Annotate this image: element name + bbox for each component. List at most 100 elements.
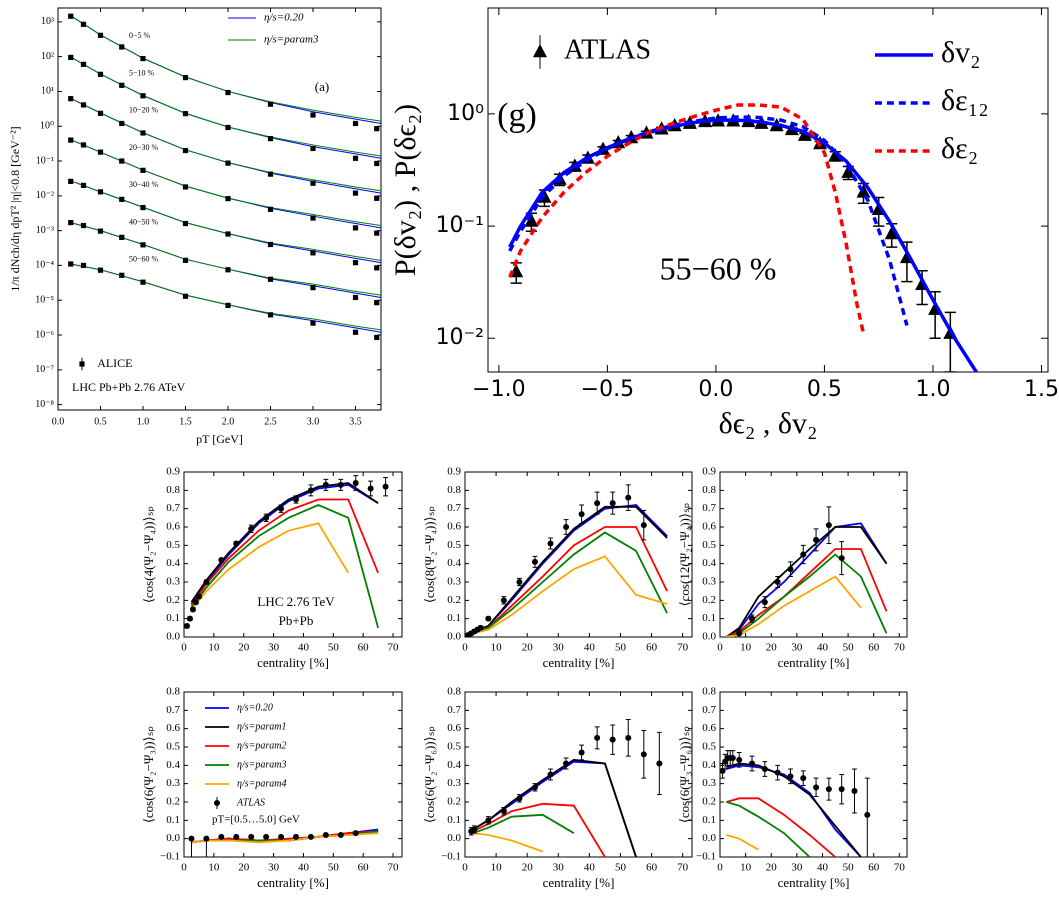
x-tick-label: 0 [181,862,187,874]
y-tick-label: 0.3 [166,777,180,789]
marker [524,213,539,227]
y-tick-label: 0.8 [702,686,716,698]
y-tick-label: 10⁻⁵ [35,295,54,306]
marker [68,13,74,19]
marker [182,257,189,263]
line [472,531,668,635]
marker [609,500,616,507]
x-tick-label: 30 [553,642,565,654]
marker [310,180,316,186]
marker [195,593,202,600]
marker [292,496,299,503]
marker [838,555,845,562]
marker [825,522,832,529]
marker [485,817,492,824]
x-tick-label: 40 [298,642,310,654]
x-tick-label: 70 [388,862,400,874]
marker [352,480,359,486]
annotation: Pb+Pb [279,613,314,628]
x-tick-label: 50 [328,642,340,654]
y-tick-label: 0.9 [166,466,180,478]
marker [813,536,820,543]
x-tick-label: 60 [646,642,658,654]
y-axis-label: ⟨cos(12(Ψ₂−Ψ₄))⟩ₛₚ [677,503,692,607]
marker [516,579,523,585]
marker [80,182,87,188]
marker [374,195,380,201]
marker [97,32,104,38]
x-tick-label: 3.0 [307,416,320,427]
marker [248,525,255,532]
y-axis-label: ⟨cos(6(Ψ₂−Ψ₆))⟩ₛₚ [422,726,437,823]
marker [203,835,210,842]
x-tick-label: 60 [868,862,880,874]
marker [278,833,285,840]
line [472,555,668,635]
marker [825,786,832,793]
y-tick-label: 0.1 [702,814,716,826]
x-tick-label: 20 [522,642,534,654]
line [472,505,668,633]
x-tick-label: 1.5 [1024,377,1059,402]
plot-frame [719,691,908,858]
marker [186,615,193,622]
legend-label: η/s=param3 [237,759,287,770]
x-tick-label: 30 [791,642,803,654]
x-tick-label: 0 [462,642,468,654]
y-tick-label: 0.0 [166,832,180,844]
x-tick-label: 60 [868,642,880,654]
x-tick-label: −1.0 [472,377,525,402]
class-label: 30−40 % [129,180,159,189]
marker [625,734,632,741]
x-tick-label: 50 [843,862,855,874]
marker [352,294,359,301]
x-tick-label: 50 [615,642,627,654]
class-label: 20−30 % [129,143,159,152]
x-tick-label: 2.5 [264,416,277,427]
marker [374,265,380,271]
line [725,522,888,637]
marker [97,189,104,195]
y-tick-label: 0.0 [702,832,716,844]
y-tick-label: −0.1 [441,851,461,863]
line [725,526,888,637]
marker [310,320,316,326]
x-tick-label: 20 [238,642,250,654]
marker [119,82,125,88]
marker [267,312,274,318]
x-tick-label: 20 [522,862,534,874]
marker [761,599,768,606]
marker [563,524,570,530]
marker [500,597,507,604]
marker [184,623,190,629]
marker [80,102,87,108]
plot-area [468,719,663,857]
marker [787,566,794,573]
legend-label: δε₂ [941,132,978,165]
y-tick-label: 10⁻⁴ [35,260,54,271]
y-tick-label: 0.3 [702,576,716,588]
annotation: 55−60 % [660,250,777,286]
y-tick-label: 0.8 [166,686,180,698]
marker [140,130,146,136]
marker [774,579,781,585]
plot-frame [57,7,382,411]
class-label: 10−20 % [129,106,159,115]
marker [267,171,274,177]
marker [578,749,585,756]
marker [267,276,274,282]
marker [119,272,125,278]
y-tick-label: 10⁰ [40,121,54,132]
x-tick-label: 10 [208,862,220,874]
y-tick-label: 0.2 [447,796,461,808]
marker [203,579,210,585]
marker [547,771,554,778]
marker [119,234,125,240]
plot-frame [464,691,693,858]
line [726,553,888,637]
annotation: LHC Pb+Pb 2.76 ATeV [72,380,186,394]
error-bar [864,777,870,857]
y-tick-label: 0.8 [702,484,716,496]
marker [267,101,274,107]
y-axis-label: ⟨cos(6(Ψ₃−Ψ₆))⟩ₛₚ [677,726,692,823]
